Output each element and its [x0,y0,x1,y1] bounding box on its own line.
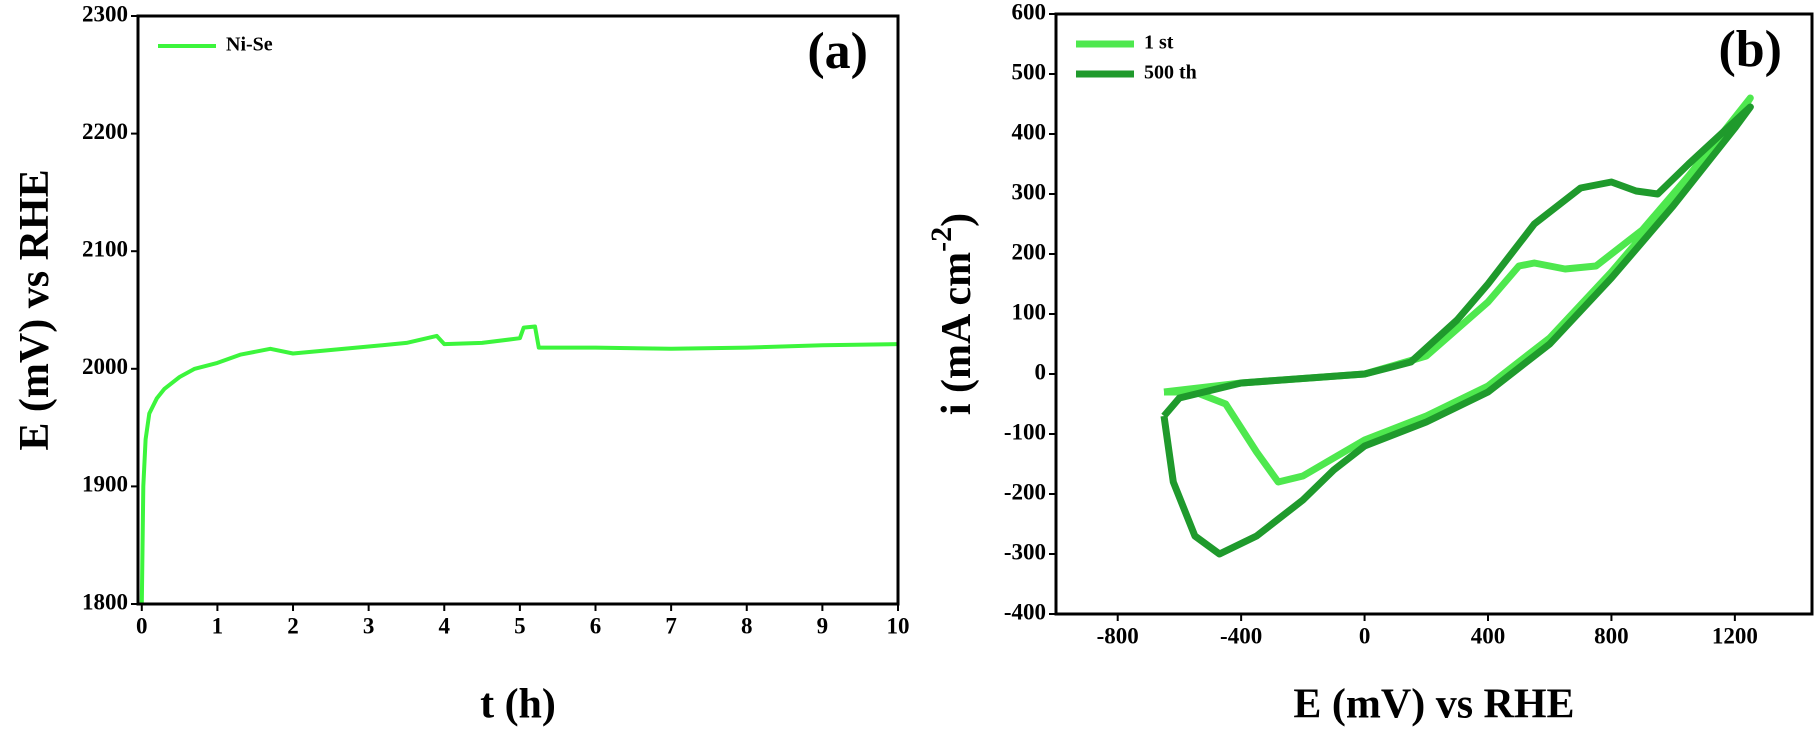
y-tick-label: -300 [1004,539,1046,564]
legend-label: Ni-Se [226,34,273,56]
y-tick-label: 2300 [82,1,128,26]
y-tick-label: 100 [1012,299,1047,324]
x-tick-label: -800 [1097,623,1139,648]
y-tick-label: 2200 [82,119,128,144]
x-tick-label: 4 [439,613,451,638]
y-tick-label: 200 [1012,239,1047,264]
x-tick-label: 7 [665,613,677,638]
x-tick-label: 2 [287,613,299,638]
data-line [139,324,899,605]
x-axis-title: t (h) [480,682,556,728]
y-axis-title: i (mA cm-2) [925,213,980,415]
x-tick-label: 8 [741,613,753,638]
y-tick-label: 600 [1012,0,1047,24]
y-tick-label: 400 [1012,119,1047,144]
y-tick-label: 1900 [82,472,128,497]
x-tick-label: 5 [514,613,526,638]
data-line [1163,94,1754,486]
y-tick-label: 2000 [82,354,128,379]
x-tick-label: 400 [1471,623,1506,648]
y-axis-title-part: ) [934,213,980,227]
x-tick-label: 0 [1359,623,1371,648]
x-tick-label: -400 [1220,623,1262,648]
x-tick-label: 1200 [1712,623,1758,648]
y-tick-label: -100 [1004,419,1046,444]
y-tick-label: 0 [1035,359,1047,384]
y-tick-label: 2100 [82,236,128,261]
y-axis-title-part: E (mV) vs RHE [12,169,58,450]
legend-label: 1 st [1144,32,1174,54]
x-tick-label: 6 [590,613,602,638]
legend-label: 500 th [1144,62,1197,84]
panel-label: (b) [1718,21,1782,78]
x-tick-label: 9 [817,613,829,638]
y-tick-label: 1800 [82,589,128,614]
plot-frame [1054,12,1814,616]
data-line [1160,103,1754,558]
x-axis-title: E (mV) vs RHE [1293,682,1574,728]
plot-frame [136,14,900,606]
x-tick-label: 800 [1594,623,1629,648]
y-tick-label: 300 [1012,179,1047,204]
x-tick-label: 0 [136,613,148,638]
y-axis-title-part: i (mA cm [934,252,980,415]
y-axis-title: E (mV) vs RHE [12,169,58,450]
y-tick-label: 500 [1012,59,1047,84]
panel-label: (a) [807,23,868,80]
x-tick-label: 1 [212,613,224,638]
y-axis-title-superscript: -2 [925,227,958,252]
x-tick-label: 10 [887,613,910,638]
x-tick-label: 3 [363,613,375,638]
y-tick-label: -200 [1004,479,1046,504]
y-tick-label: -400 [1004,599,1046,624]
